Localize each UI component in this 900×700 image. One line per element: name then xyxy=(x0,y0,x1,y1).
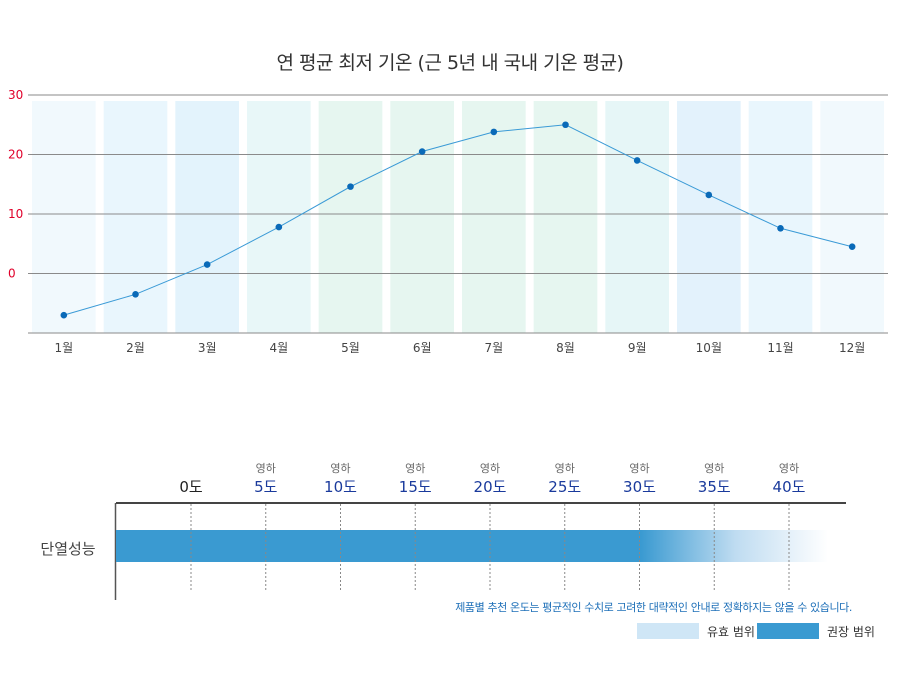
x-tick-label: 9월 xyxy=(628,341,647,355)
scale-tick-value: 35도 xyxy=(697,478,731,496)
series-line-path xyxy=(63,124,853,316)
scale-tick-sub: 영하 xyxy=(479,462,501,475)
scale-tick-value: 10도 xyxy=(324,478,357,496)
data-point xyxy=(562,121,569,129)
legend-recommended-swatch xyxy=(757,623,819,639)
scale-tick: 영하 40도 xyxy=(759,460,819,497)
scale-tick-sub: 영하 xyxy=(778,462,800,475)
data-point xyxy=(633,157,641,164)
data-point xyxy=(132,291,139,298)
data-point xyxy=(705,191,713,199)
scale-graphic xyxy=(114,502,846,600)
legend-effective-swatch xyxy=(637,623,699,639)
scale-tick-sub: 영하 xyxy=(255,462,276,475)
scale-tick-value: 0도 xyxy=(179,478,203,496)
y-axis-ticks: 30 20 10 0 xyxy=(8,88,23,281)
data-point xyxy=(418,148,426,155)
data-point xyxy=(203,261,211,268)
series-line xyxy=(63,124,853,316)
x-tick-label: 7월 xyxy=(484,341,503,355)
insulation-row-label: 단열성능 xyxy=(40,540,96,558)
month-band xyxy=(103,101,168,333)
scale-tick-value: 30도 xyxy=(623,478,656,496)
x-tick-label: 5월 xyxy=(341,341,360,355)
x-tick-label: 3월 xyxy=(198,341,217,355)
scale-tick-value: 40도 xyxy=(772,478,806,496)
month-band xyxy=(462,101,526,333)
y-tick-label: 0 xyxy=(8,267,16,281)
data-point xyxy=(777,224,784,232)
data-point xyxy=(275,223,283,231)
scale-tick-sub: 영하 xyxy=(330,462,351,475)
scale-tick-value: 5도 xyxy=(254,478,278,496)
month-band xyxy=(533,101,598,333)
month-band xyxy=(748,101,813,333)
month-band xyxy=(318,101,383,333)
x-tick-label: 12월 xyxy=(839,341,865,355)
y-tick-label: 10 xyxy=(8,207,23,221)
x-tick-label: 6월 xyxy=(413,341,432,355)
month-band xyxy=(820,101,884,333)
x-tick-label: 8월 xyxy=(556,341,575,355)
scale-tick: 영하 15도 xyxy=(385,460,445,497)
scale-tick: 영하 5도 xyxy=(236,460,296,497)
legend-recommended-label: 권장 범위 xyxy=(827,624,875,639)
legend-effective: 유효 범위 xyxy=(637,623,755,639)
legend-recommended: 권장 범위 xyxy=(757,623,875,639)
insulation-range-bar xyxy=(116,530,828,562)
insulation-scale: 0도 영하 5도 영하 10도 영하 15도 영하 20도 영하 25도 영하 30도 영하 35도 영하 40… xyxy=(0,440,900,700)
scale-tick-value: 15도 xyxy=(398,478,432,496)
data-point xyxy=(60,311,68,319)
scale-tick: 영하 25도 xyxy=(535,460,595,497)
month-bands xyxy=(32,101,884,333)
scale-tick: 영하 10도 xyxy=(311,460,371,497)
month-band xyxy=(32,101,96,333)
scale-tick-value: 25도 xyxy=(548,478,582,496)
month-band xyxy=(677,101,741,333)
legend-effective-label: 유효 범위 xyxy=(707,624,755,639)
scale-tick-sub: 영하 xyxy=(405,462,426,475)
scale-tick: 영하 30도 xyxy=(610,460,670,497)
month-band xyxy=(175,101,239,333)
data-point xyxy=(490,128,498,136)
x-tick-label: 4월 xyxy=(269,341,288,355)
temperature-line-chart: 30 20 10 0 1월 2월 3월 4월 5월 6월 7월 8월 9월 10월 11월 12월 xyxy=(8,88,888,355)
scale-tick-value: 20도 xyxy=(473,478,507,496)
x-tick-label: 10월 xyxy=(696,341,722,355)
y-tick-label: 30 xyxy=(8,88,23,102)
x-axis-ticks: 1월 2월 3월 4월 5월 6월 7월 8월 9월 10월 11월 12월 xyxy=(54,341,865,355)
month-band xyxy=(390,101,454,333)
x-tick-label: 11월 xyxy=(767,341,793,355)
month-band xyxy=(247,101,311,333)
scale-tick-sub: 영하 xyxy=(554,462,575,475)
x-tick-label: 1월 xyxy=(54,341,73,355)
scale-tick-sub: 영하 xyxy=(704,462,725,475)
grid-lines xyxy=(28,94,888,334)
scale-tick: 영하 20도 xyxy=(460,460,520,497)
month-band xyxy=(605,101,669,333)
data-point xyxy=(347,183,354,190)
series-points xyxy=(60,121,856,319)
data-point xyxy=(848,243,856,251)
chart-title: 연 평균 최저 기온 (근 5년 내 국내 기온 평균) xyxy=(276,52,624,74)
disclaimer-note: 제품별 추천 온도는 평균적인 수치로 고려한 대략적인 안내로 정확하지는 않… xyxy=(455,601,852,614)
x-tick-label: 2월 xyxy=(126,341,145,355)
scale-tick: 0도 xyxy=(161,460,221,497)
scale-tick-sub: 영하 xyxy=(629,462,650,475)
y-tick-label: 20 xyxy=(8,148,23,162)
scale-tick: 영하 35도 xyxy=(684,460,744,497)
